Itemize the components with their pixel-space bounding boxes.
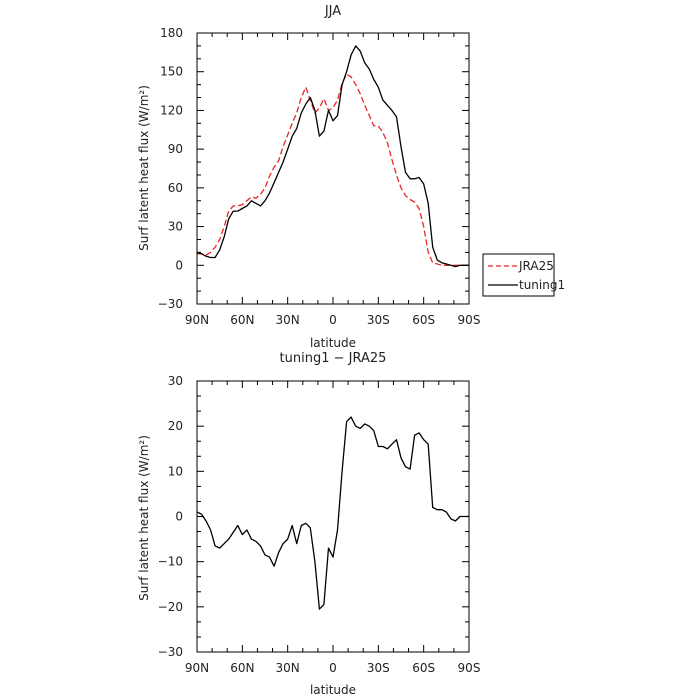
chart-bottom-series-line-0 — [196, 416, 469, 610]
legend-box — [482, 253, 555, 297]
chart-top-xtick-label: 90N — [185, 313, 209, 327]
chart-top-ytick-label: 60 — [168, 181, 183, 195]
chart-top-ytick-label: 120 — [160, 103, 183, 117]
chart-bottom-ytick-label: −10 — [158, 555, 183, 569]
chart-top-ytick-label: 0 — [175, 258, 183, 272]
chart-top-series — [196, 45, 469, 268]
legend-label-tuning1: tuning1 — [519, 278, 565, 292]
chart-top-xtick-label: 0 — [329, 313, 337, 327]
chart-top: JJA 90N 60N 30N 0 30S 60S 90S −30 0 30 60 90 120 150 1… — [137, 4, 480, 350]
legend: JRA25 tuning1 — [482, 253, 565, 297]
chart-top-ylabel: Surf latent heat flux (W/m²) — [137, 85, 151, 251]
chart-bottom-ytick-label: 10 — [168, 464, 183, 478]
chart-top-xtick-label: 60S — [412, 313, 435, 327]
chart-top-ytick-label: 150 — [160, 65, 183, 79]
chart-bottom-xtick-label: 60N — [230, 661, 254, 675]
chart-bottom-xtick-label: 30N — [276, 661, 300, 675]
chart-top-ytick-label: 90 — [168, 142, 183, 156]
chart-bottom-ylabel: Surf latent heat flux (W/m²) — [137, 435, 151, 601]
chart-bottom-title: tuning1 − JRA25 — [280, 351, 387, 366]
chart-bottom-xlabel: latitude — [310, 683, 356, 697]
chart-top-xtick-label: 60N — [230, 313, 254, 327]
chart-top-ytick-label: 30 — [168, 220, 183, 234]
chart-top-xtick-label: 30N — [276, 313, 300, 327]
chart-bottom-ticks: 90N 60N 30N 0 30S 60S 90S −30 −20 −10 0 10 20 30 — [158, 374, 481, 675]
chart-bottom-xtick-label: 90S — [458, 661, 481, 675]
chart-top-xtick-label: 30S — [367, 313, 390, 327]
chart-top-xtick-label: 90S — [458, 313, 481, 327]
chart-top-ytick-label: −30 — [158, 297, 183, 311]
chart-top-ytick-label: 180 — [160, 26, 183, 40]
chart-bottom-xtick-label: 60S — [412, 661, 435, 675]
chart-top-ticks: 90N 60N 30N 0 30S 60S 90S −30 0 30 60 90 120 150 180 — [158, 26, 481, 327]
chart-bottom-xtick-label: 30S — [367, 661, 390, 675]
chart-bottom-xtick-label: 0 — [329, 661, 337, 675]
chart-top-xlabel: latitude — [310, 336, 356, 350]
chart-bottom-ytick-label: 0 — [175, 510, 183, 524]
chart-bottom-ytick-label: 30 — [168, 374, 183, 388]
chart-top-frame — [196, 32, 470, 305]
chart-bottom-series — [196, 416, 469, 610]
legend-label-jra25: JRA25 — [518, 259, 554, 273]
chart-bottom-frame — [196, 380, 470, 653]
chart-bottom-ytick-label: −20 — [158, 600, 183, 614]
chart-top-series-jra25 — [197, 73, 469, 266]
chart-bottom-ytick-label: 20 — [168, 419, 183, 433]
chart-bottom: tuning1 − JRA25 90N 60N 30N 0 30S 60S 90S −30 −2… — [137, 351, 480, 697]
chart-top-series-tuning1 — [196, 45, 469, 268]
chart-top-title: JJA — [324, 4, 341, 19]
chart-bottom-xtick-label: 90N — [185, 661, 209, 675]
chart-bottom-ytick-label: −30 — [158, 645, 183, 659]
